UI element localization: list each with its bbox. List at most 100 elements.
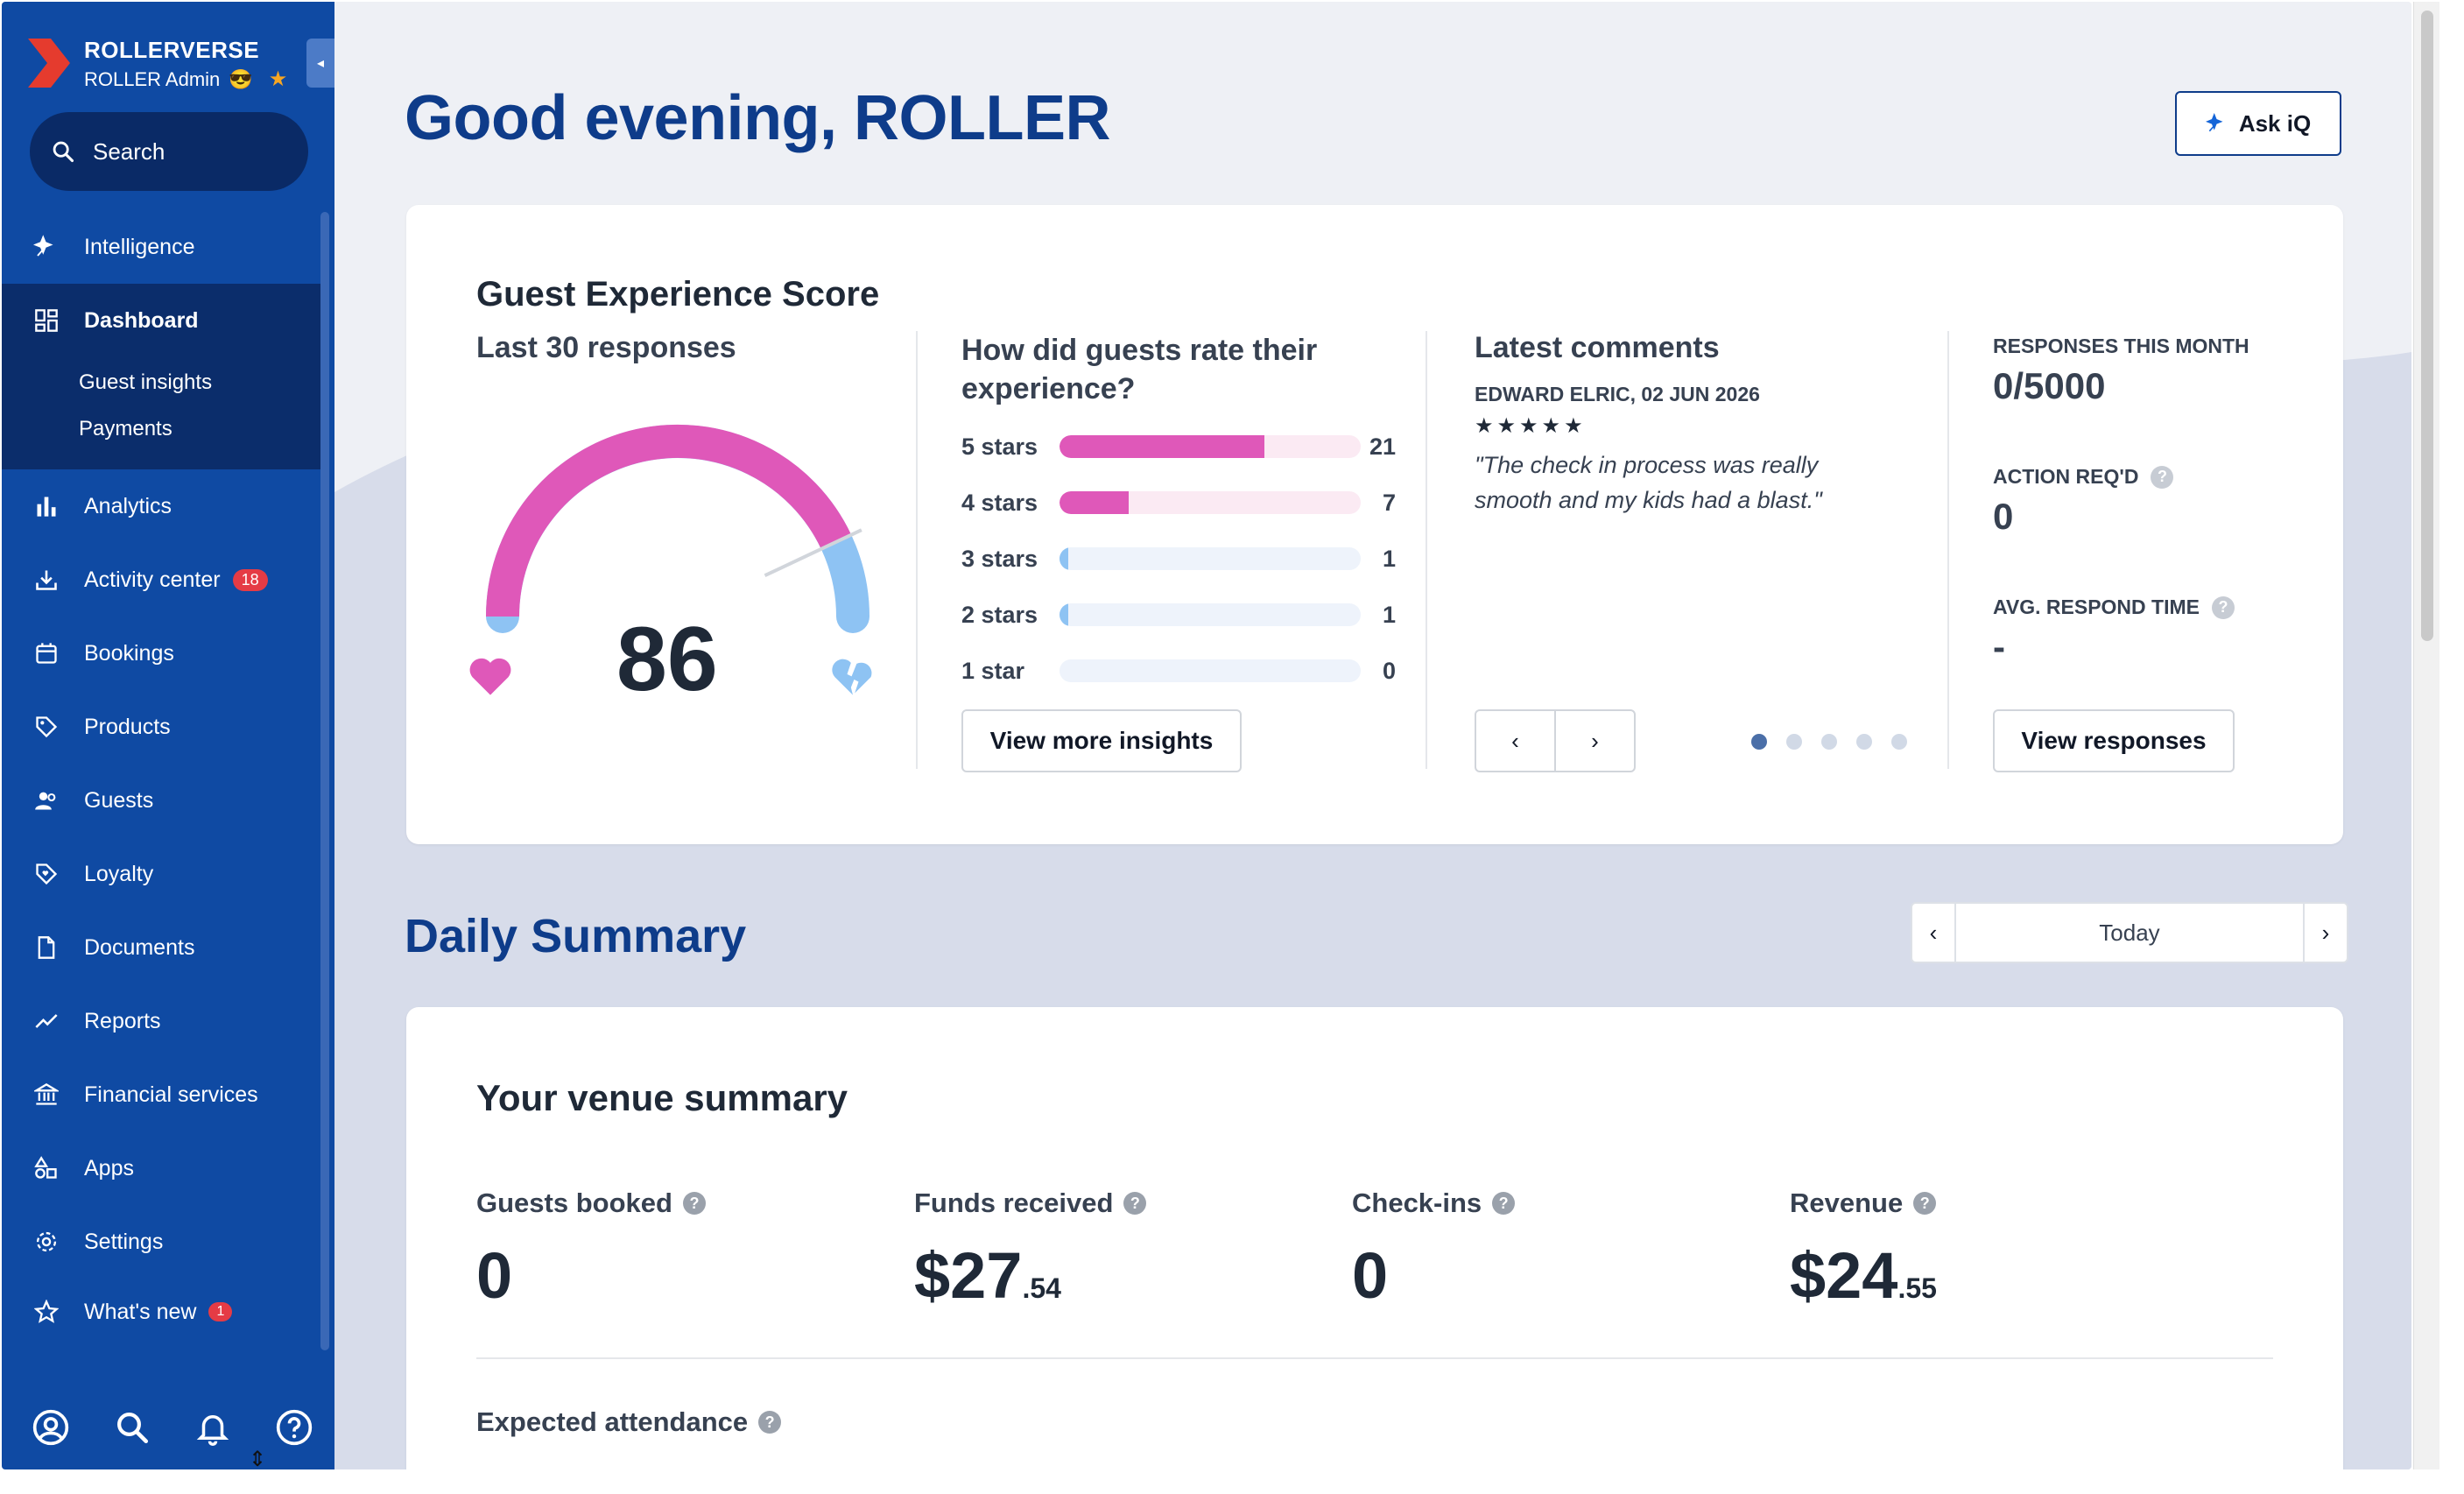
rating-bar-fill <box>1060 491 1130 514</box>
metric-value-main: $24 <box>1790 1239 1898 1312</box>
sidebar-item-activity-center[interactable]: Activity center 18 <box>2 543 320 617</box>
gauge-track <box>486 425 869 633</box>
rating-count: 21 <box>1369 433 1396 460</box>
next-day-button[interactable]: › <box>2321 919 2330 946</box>
help-icon[interactable]: ? <box>2151 465 2174 489</box>
divider <box>1426 331 1427 769</box>
sidebar-item-label: Settings <box>84 1229 164 1254</box>
sidebar-item-label: What's new <box>84 1299 197 1324</box>
sidebar-item-financial-services[interactable]: Financial services <box>2 1058 320 1131</box>
sidebar-item-intelligence[interactable]: Intelligence <box>2 210 320 284</box>
rating-label: 1 star <box>961 657 1025 684</box>
activity-count-badge: 18 <box>232 568 268 591</box>
page-dot[interactable] <box>1786 734 1802 750</box>
favorite-star-icon[interactable]: ★ <box>268 67 288 91</box>
collapse-sidebar-button[interactable]: ◂ <box>306 39 334 88</box>
sidebar-item-whats-new[interactable]: What's new 1 <box>2 1279 320 1345</box>
help-icon[interactable] <box>275 1408 313 1447</box>
metric-value: $27.54 <box>914 1238 1352 1313</box>
sidebar-item-label: Reports <box>84 1008 161 1033</box>
sidebar-nav: Intelligence Dashboard Guest insights Pa… <box>2 210 320 1345</box>
metric-value-main: $27 <box>914 1239 1023 1312</box>
previous-comment-button[interactable]: ‹ <box>1511 727 1519 754</box>
action-label-text: ACTION REQ'D <box>1993 465 2139 488</box>
page-scrollbar[interactable] <box>2413 2 2439 1469</box>
previous-day-button[interactable]: ‹ <box>1929 919 1938 946</box>
page-dot[interactable] <box>1856 734 1872 750</box>
score-gauge: 86 <box>468 415 888 748</box>
rating-bar <box>1060 603 1361 626</box>
next-comment-button[interactable]: › <box>1554 711 1634 771</box>
metric-label-text: Revenue <box>1790 1187 1904 1218</box>
rating-count: 0 <box>1382 657 1396 684</box>
sidebar-item-loyalty[interactable]: Loyalty <box>2 837 320 911</box>
metric-value: $24.55 <box>1790 1238 2228 1313</box>
sidebar-subitem-guest-insights[interactable]: Guest insights <box>79 370 213 394</box>
star-icon <box>32 1297 61 1327</box>
sidebar-item-guests[interactable]: Guests <box>2 764 320 837</box>
search-icon[interactable] <box>114 1409 151 1446</box>
action-label: ACTION REQ'D? <box>1993 465 2308 489</box>
help-icon[interactable]: ? <box>2212 595 2235 619</box>
sidebar-scrollbar[interactable] <box>320 212 329 1350</box>
account-icon[interactable] <box>32 1408 70 1447</box>
page-dot[interactable] <box>1821 734 1837 750</box>
page-dot[interactable] <box>1891 734 1907 750</box>
metric-label-text: Funds received <box>914 1187 1114 1218</box>
sidebar-group-dashboard: Dashboard Guest insights Payments <box>2 284 320 469</box>
sidebar-item-reports[interactable]: Reports <box>2 984 320 1058</box>
comment-author-date: EDWARD ELRIC, 02 JUN 2026 <box>1475 383 1760 405</box>
bank-icon <box>32 1080 61 1110</box>
metric-check-ins: Check-ins? 0 <box>1352 1187 1790 1313</box>
heart-icon <box>469 658 511 695</box>
ges-score: 86 <box>616 609 718 710</box>
sidebar-item-documents[interactable]: Documents <box>2 911 320 984</box>
metric-guests-booked: Guests booked? 0 <box>476 1187 914 1313</box>
sidebar-search[interactable]: Search <box>30 112 308 191</box>
rating-count: 1 <box>1382 601 1396 628</box>
sidebar-item-products[interactable]: Products <box>2 690 320 764</box>
metric-revenue: Revenue? $24.55 <box>1790 1187 2228 1313</box>
sidebar-item-label: Analytics <box>84 493 172 518</box>
rating-bar <box>1060 435 1361 458</box>
metric-funds-received: Funds received? $27.54 <box>914 1187 1352 1313</box>
brand[interactable]: ROLLERVERSE ROLLER Admin 😎 ★ <box>28 35 317 96</box>
help-icon[interactable]: ? <box>758 1411 782 1434</box>
document-icon <box>32 933 61 962</box>
sidebar-item-apps[interactable]: Apps <box>2 1131 320 1205</box>
page-scrollbar-thumb[interactable] <box>2421 11 2433 641</box>
people-icon <box>32 786 61 815</box>
view-more-insights-button[interactable]: View more insights <box>961 709 1242 772</box>
rating-count: 1 <box>1382 545 1396 572</box>
sidebar-item-settings[interactable]: Settings <box>2 1205 320 1279</box>
sidebar-item-label: Dashboard <box>84 307 199 333</box>
guest-experience-card: Guest Experience Score Last 30 responses… <box>406 205 2343 844</box>
rating-bar <box>1060 659 1361 682</box>
sidebar-item-bookings[interactable]: Bookings <box>2 617 320 690</box>
help-icon[interactable]: ? <box>682 1192 706 1215</box>
date-picker[interactable]: Today <box>1954 904 2305 962</box>
responses-label: RESPONSES THIS MONTH <box>1993 335 2308 358</box>
rating-bar-fill <box>1060 435 1264 458</box>
sidebar-subitem-payments[interactable]: Payments <box>79 417 172 440</box>
rating-title: How did guests rate their experience? <box>961 334 1318 405</box>
sidebar-item-dashboard[interactable]: Dashboard <box>2 284 320 357</box>
rating-rows: 5 stars 21 4 stars 7 3 stars 1 2 stars 1 1 star 0 <box>961 419 1399 699</box>
help-icon[interactable]: ? <box>1123 1192 1147 1215</box>
metric-label: Guests booked? <box>476 1187 914 1219</box>
metric-value: 0 <box>1352 1238 1790 1313</box>
view-responses-button[interactable]: View responses <box>1993 709 2235 772</box>
bell-icon[interactable] <box>194 1409 231 1446</box>
intelligence-icon <box>2205 113 2223 132</box>
rating-bar <box>1060 491 1361 514</box>
metric-value-main: 0 <box>476 1239 513 1312</box>
action-value: 0 <box>1993 496 2014 537</box>
help-icon[interactable]: ? <box>1492 1192 1516 1215</box>
help-icon[interactable]: ? <box>1913 1192 1937 1215</box>
roller-logo-icon <box>28 39 70 88</box>
ask-iq-button[interactable]: Ask iQ <box>2175 91 2341 156</box>
tag-icon <box>32 712 61 742</box>
page-dot[interactable] <box>1751 734 1767 750</box>
brand-name: ROLLERVERSE <box>84 37 260 63</box>
sidebar-item-analytics[interactable]: Analytics <box>2 469 320 543</box>
